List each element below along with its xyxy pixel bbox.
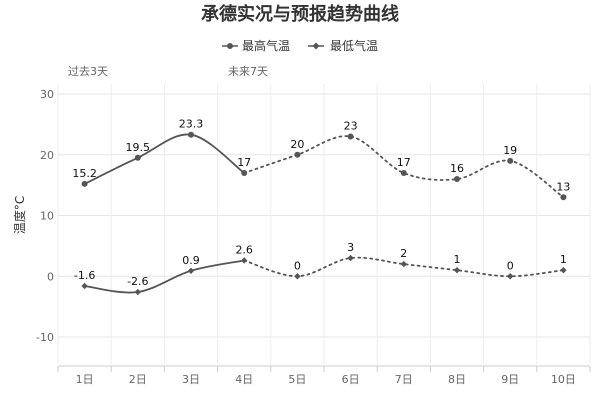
- data-point[interactable]: [81, 282, 88, 290]
- legend-label-low: 最低气温: [330, 38, 378, 53]
- data-point[interactable]: [134, 154, 141, 161]
- data-label: 23.3: [179, 118, 204, 131]
- x-tick-label: 5日: [288, 373, 306, 386]
- x-tick-label: 8日: [448, 373, 466, 386]
- data-label: 17: [397, 156, 411, 169]
- y-tick-label: 10: [40, 210, 54, 223]
- data-label: 17: [237, 156, 251, 169]
- data-label: 2.6: [235, 243, 253, 256]
- y-tick-label: 20: [40, 149, 54, 162]
- data-point[interactable]: [187, 267, 195, 274]
- legend: 最高气温 最低气温: [222, 38, 378, 53]
- legend-item-low[interactable]: 最低气温: [308, 38, 378, 53]
- data-point[interactable]: [241, 257, 248, 264]
- chart-title: 承德实况与预报趋势曲线: [201, 3, 399, 25]
- x-tick-label: 7日: [395, 373, 413, 386]
- legend-marker-high: [227, 43, 233, 49]
- data-label: 23: [344, 120, 358, 133]
- x-tick-label: 10日: [551, 373, 576, 386]
- data-label: 20: [290, 138, 304, 151]
- data-point[interactable]: [294, 273, 301, 280]
- y-tick-label: -10: [36, 331, 54, 344]
- x-tick-label: 1日: [76, 373, 94, 386]
- data-point[interactable]: [347, 133, 354, 140]
- data-point[interactable]: [134, 288, 141, 296]
- legend-item-high[interactable]: 最高气温: [222, 38, 290, 53]
- data-point[interactable]: [454, 176, 460, 183]
- data-label: 2: [400, 247, 407, 260]
- data-point[interactable]: [453, 266, 461, 274]
- data-point[interactable]: [347, 254, 354, 262]
- y-tick-label: 0: [47, 270, 54, 283]
- data-point[interactable]: [507, 157, 514, 164]
- x-tick-label: 3日: [182, 373, 200, 386]
- x-tick-label: 6日: [342, 373, 360, 386]
- data-label: 13: [556, 180, 570, 193]
- data-label: -2.6: [127, 275, 148, 288]
- data-label: 19: [503, 144, 517, 157]
- series-line-observed-1: [84, 259, 245, 294]
- legend-label-high: 最高气温: [242, 38, 290, 53]
- data-point[interactable]: [400, 260, 407, 268]
- x-tick-label: 4日: [235, 373, 253, 386]
- data-label: -1.6: [74, 269, 95, 282]
- y-tick-label: 30: [40, 88, 54, 101]
- series-line-observed-0: [84, 133, 245, 185]
- data-label: 1: [560, 253, 567, 266]
- y-axis-label: 温度°C: [12, 196, 27, 234]
- x-tick-label: 9日: [501, 373, 519, 386]
- data-point[interactable]: [188, 131, 194, 138]
- data-point[interactable]: [400, 169, 407, 176]
- series: [81, 131, 567, 296]
- data-point[interactable]: [560, 194, 567, 201]
- data-point[interactable]: [560, 266, 567, 274]
- data-label: 0: [294, 259, 301, 272]
- data-label: 15.2: [72, 167, 97, 180]
- data-point[interactable]: [507, 273, 514, 280]
- legend-marker-low: [312, 42, 320, 50]
- data-label: 0: [507, 259, 514, 272]
- data-point[interactable]: [294, 151, 301, 158]
- data-label: 16: [450, 162, 464, 175]
- data-label: 0.9: [182, 254, 200, 267]
- x-tick-label: 2日: [129, 373, 147, 386]
- data-point[interactable]: [241, 169, 248, 176]
- data-label: 3: [347, 241, 354, 254]
- section-label-past: 过去3天: [68, 65, 108, 78]
- data-point[interactable]: [81, 180, 88, 187]
- data-label: 19.5: [126, 141, 151, 154]
- data-label: 1: [454, 253, 461, 266]
- section-label-future: 未来7天: [228, 65, 268, 78]
- grid: [57, 84, 591, 364]
